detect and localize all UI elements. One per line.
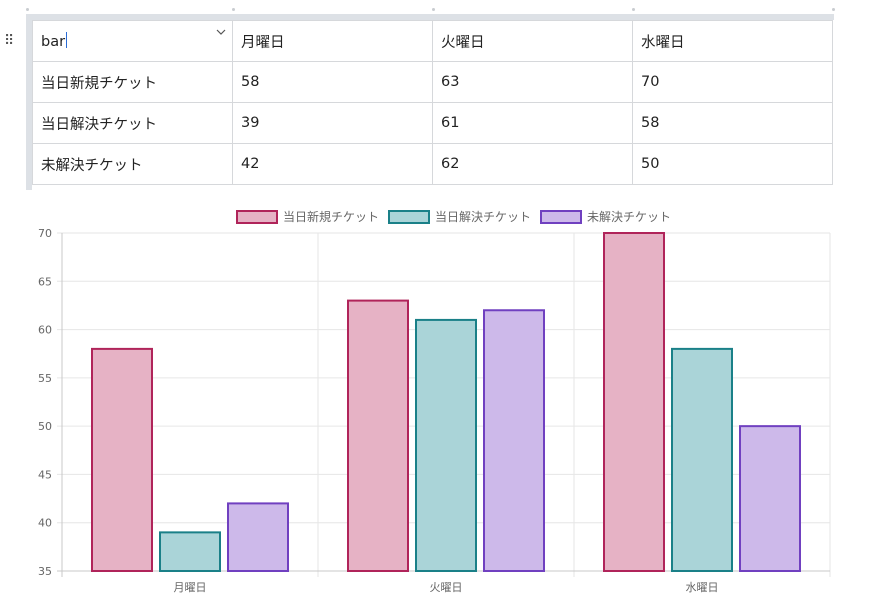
y-tick-label: 65 bbox=[38, 275, 52, 288]
y-tick-label: 55 bbox=[38, 372, 52, 385]
bar[interactable] bbox=[483, 309, 545, 572]
header-cell[interactable]: 水曜日 bbox=[632, 20, 833, 62]
table-top-bar bbox=[26, 14, 834, 190]
legend-label[interactable]: 当日解決チケット bbox=[435, 210, 531, 224]
header-cell[interactable]: 火曜日 bbox=[432, 20, 633, 62]
text-caret bbox=[66, 32, 68, 48]
value-cell[interactable]: 63 bbox=[432, 61, 633, 103]
corner-dot bbox=[832, 8, 835, 11]
table-header-row: bar 月曜日 火曜日 水曜日 bbox=[32, 20, 833, 62]
y-tick-label: 35 bbox=[38, 565, 52, 578]
legend-swatch[interactable] bbox=[388, 210, 430, 224]
bar[interactable] bbox=[227, 502, 289, 572]
corner-dot bbox=[632, 8, 635, 11]
value-cell[interactable]: 62 bbox=[432, 143, 633, 185]
bar[interactable] bbox=[347, 299, 409, 572]
corner-dot bbox=[232, 8, 235, 11]
bar[interactable] bbox=[671, 347, 733, 572]
y-tick-label: 45 bbox=[38, 468, 52, 481]
value-cell[interactable]: 39 bbox=[232, 102, 433, 144]
legend-swatch[interactable] bbox=[540, 210, 582, 224]
value-cell[interactable]: 58 bbox=[632, 102, 833, 144]
header-cell[interactable]: 月曜日 bbox=[232, 20, 433, 62]
value-cell[interactable]: 61 bbox=[432, 102, 633, 144]
y-tick-label: 70 bbox=[38, 227, 52, 240]
y-tick-label: 60 bbox=[38, 324, 52, 337]
bar-chart: 35 40 45 50 55 60 65 70 月曜日 火曜日 水曜日 当日新規チケット 当日解決チケッ… bbox=[38, 209, 831, 594]
bar[interactable] bbox=[603, 232, 665, 572]
bar[interactable] bbox=[91, 347, 153, 572]
chart-type-value[interactable]: bar bbox=[41, 34, 66, 50]
data-table: bar 月曜日 火曜日 水曜日 当日新規チケット 58 63 70 当日解決チケ… bbox=[32, 20, 833, 185]
drag-handle-icon[interactable]: ⠿ bbox=[4, 33, 14, 49]
value-cell[interactable]: 58 bbox=[232, 61, 433, 103]
legend-label[interactable]: 未解決チケット bbox=[587, 210, 671, 224]
y-tick-label: 50 bbox=[38, 420, 52, 433]
legend-swatch[interactable] bbox=[236, 210, 278, 224]
legend-label[interactable]: 当日新規チケット bbox=[283, 209, 379, 224]
table-row: 未解決チケット 42 62 50 bbox=[32, 143, 833, 185]
chart-type-cell[interactable]: bar bbox=[32, 20, 233, 62]
corner-dot bbox=[432, 8, 435, 11]
x-tick-label: 火曜日 bbox=[430, 581, 463, 594]
x-tick-label: 月曜日 bbox=[174, 581, 207, 594]
table-row: 当日新規チケット 58 63 70 bbox=[32, 61, 833, 103]
value-cell[interactable]: 42 bbox=[232, 143, 433, 185]
bar[interactable] bbox=[739, 425, 801, 572]
bar[interactable] bbox=[415, 318, 477, 572]
chevron-down-icon[interactable] bbox=[216, 28, 226, 36]
y-tick-label: 40 bbox=[38, 517, 52, 530]
corner-dot bbox=[26, 8, 29, 11]
row-label-cell[interactable]: 当日新規チケット bbox=[32, 61, 233, 103]
value-cell[interactable]: 70 bbox=[632, 61, 833, 103]
row-label-cell[interactable]: 当日解決チケット bbox=[32, 102, 233, 144]
row-label-cell[interactable]: 未解決チケット bbox=[32, 143, 233, 185]
bar[interactable] bbox=[159, 531, 221, 572]
x-tick-label: 水曜日 bbox=[686, 581, 719, 594]
table-row: 当日解決チケット 39 61 58 bbox=[32, 102, 833, 144]
value-cell[interactable]: 50 bbox=[632, 143, 833, 185]
